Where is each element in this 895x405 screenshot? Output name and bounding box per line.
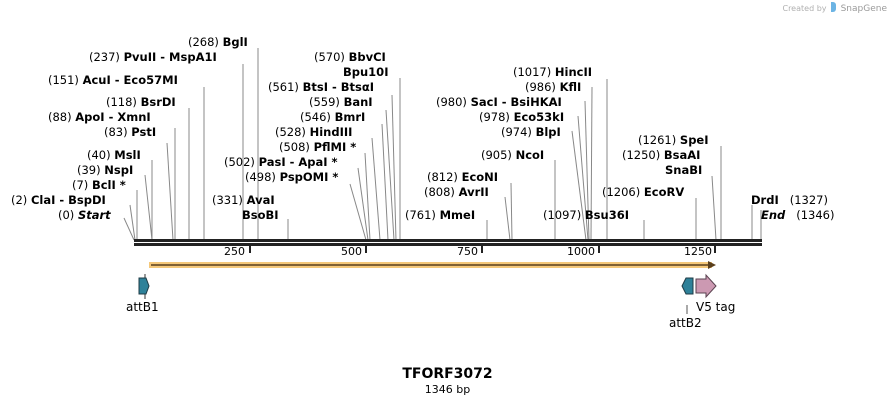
feature-label-v5-tag[interactable]: V5 tag — [696, 300, 736, 314]
attb2-feature — [681, 277, 694, 314]
dna-backbone-top — [134, 239, 762, 242]
site-bmri[interactable]: (546) BmrI — [300, 110, 366, 124]
site-drdi[interactable]: DrdI (1327) — [751, 193, 828, 207]
site-ecorv[interactable]: (1206) EcoRV — [602, 185, 685, 199]
site-pflmi[interactable]: (508) PflMI * — [279, 140, 357, 154]
sequence-length: 1346 bp — [424, 383, 471, 396]
site-apoi-xmni[interactable]: (88) ApoI - XmnI — [48, 110, 151, 124]
site-clai-bspdi[interactable]: (2) ClaI - BspDI — [11, 193, 106, 207]
ruler-label: 250 — [224, 245, 245, 258]
site-pvuii-mspa1i[interactable]: (237) PvuII - MspA1I — [89, 50, 217, 64]
site-btsi-btsai[interactable]: (561) BtsI - BtsαI — [268, 80, 375, 94]
site-msli[interactable]: (40) MslI — [87, 148, 141, 162]
site-econi[interactable]: (812) EcoNI — [427, 170, 499, 184]
orf-arrow — [149, 261, 716, 269]
site-nspi[interactable]: (39) NspI — [77, 163, 134, 177]
site-blpi[interactable]: (974) BlpI — [501, 125, 561, 139]
site-acui-eco57mi[interactable]: (151) AcuI - Eco57MI — [48, 73, 178, 87]
ruler-ticks — [249, 246, 716, 253]
site-leader-lines — [123, 48, 762, 241]
site-bsu36i[interactable]: (1097) Bsu36I — [543, 208, 629, 222]
attb1-feature — [138, 274, 150, 299]
site-bsrdi[interactable]: (118) BsrDI — [106, 95, 176, 109]
site-bpu10i[interactable]: Bpu10I — [343, 65, 389, 79]
ruler-label: 750 — [457, 245, 478, 258]
site-eco53ki[interactable]: (978) Eco53kI — [479, 110, 565, 124]
site-start[interactable]: (0) Start — [58, 208, 111, 222]
site-bbvci[interactable]: (570) BbvCI — [314, 50, 386, 64]
site-avrii[interactable]: (808) AvrII — [424, 185, 489, 199]
ruler-label: 500 — [341, 245, 362, 258]
ruler-label: 1250 — [684, 245, 712, 258]
site-spei[interactable]: (1261) SpeI — [638, 133, 709, 147]
v5-tag-feature — [695, 273, 717, 299]
site-hincii[interactable]: (1017) HincII — [513, 65, 593, 79]
site-kfli[interactable]: (986) KflI — [525, 80, 582, 94]
site-avai[interactable]: (331) AvaI — [212, 193, 275, 207]
site-bsaai[interactable]: (1250) BsaAI — [622, 148, 701, 162]
site-pasi-apai[interactable]: (502) PasI - ApaI * — [224, 155, 338, 169]
dna-backbone-bottom — [134, 243, 762, 246]
site-pspomi[interactable]: (498) PspOMI * — [245, 170, 339, 184]
site-bsobi[interactable]: BsoBI — [242, 208, 279, 222]
site-ncoi[interactable]: (905) NcoI — [481, 148, 545, 162]
site-hindiii[interactable]: (528) HindIII — [275, 125, 353, 139]
feature-label-attb1[interactable]: attB1 — [126, 300, 159, 314]
site-mmei[interactable]: (761) MmeI — [405, 208, 476, 222]
ruler-label: 1000 — [567, 245, 595, 258]
sequence-title: TFORF3072 — [402, 366, 493, 382]
site-snabi[interactable]: SnaBI — [665, 163, 703, 177]
snapgene-credit: Created by SnapGene — [782, 2, 887, 14]
snapgene-logo-icon — [831, 2, 837, 12]
feature-label-attb2[interactable]: attB2 — [669, 316, 702, 330]
site-end[interactable]: End (1346) — [761, 208, 835, 222]
site-bgli[interactable]: (268) BglI — [188, 35, 248, 49]
site-saci-bsihkai[interactable]: (980) SacI - BsiHKAI — [436, 95, 562, 109]
site-bani[interactable]: (559) BanI — [309, 95, 373, 109]
site-psti[interactable]: (83) PstI — [104, 125, 157, 139]
site-bcli[interactable]: (7) BclI * — [72, 178, 126, 192]
